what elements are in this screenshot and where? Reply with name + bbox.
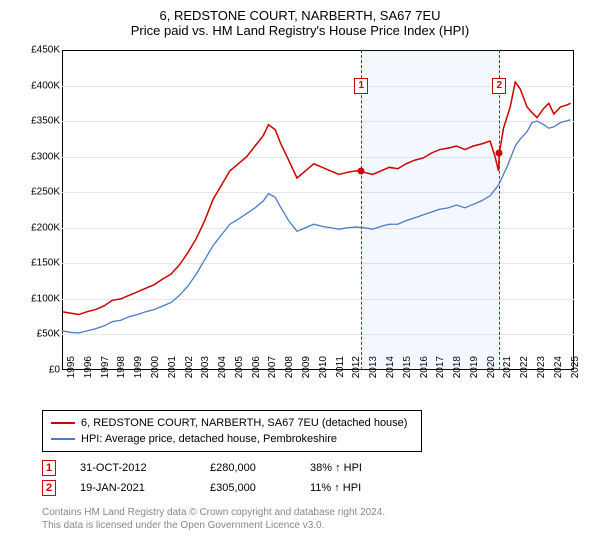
legend-swatch (51, 438, 75, 440)
y-axis-label: £0 (22, 365, 60, 376)
legend-swatch (51, 422, 75, 424)
y-axis-label: £150K (22, 258, 60, 269)
legend: 6, REDSTONE COURT, NARBERTH, SA67 7EU (d… (42, 410, 422, 452)
line-chart-svg (62, 50, 574, 370)
chart-container: 6, REDSTONE COURT, NARBERTH, SA67 7EU Pr… (0, 0, 600, 560)
y-axis-label: £250K (22, 187, 60, 198)
chart-title-line2: Price paid vs. HM Land Registry's House … (12, 23, 588, 38)
series-hpi (62, 120, 571, 333)
sale-price: £305,000 (210, 482, 310, 494)
sale-marker-dot (358, 167, 365, 174)
sale-marker-2: 2 (42, 480, 56, 496)
y-axis-label: £400K (22, 80, 60, 91)
legend-item-hpi: HPI: Average price, detached house, Pemb… (51, 431, 413, 447)
sales-table: 1 31-OCT-2012 £280,000 38% ↑ HPI 2 19-JA… (42, 458, 588, 498)
sale-marker-box: 1 (354, 78, 368, 94)
chart-area: £0 £50K £100K £150K £200K £250K £300K £350K £400… (20, 46, 580, 406)
footnote-line2: This data is licensed under the Open Gov… (42, 519, 588, 532)
sale-price: £280,000 (210, 462, 310, 474)
footnote-line1: Contains HM Land Registry data © Crown c… (42, 506, 588, 519)
sale-pct: 38% ↑ HPI (310, 462, 410, 474)
sale-marker-dot (496, 150, 503, 157)
series-price_paid (62, 82, 571, 315)
legend-item-price: 6, REDSTONE COURT, NARBERTH, SA67 7EU (d… (51, 415, 413, 431)
legend-label: HPI: Average price, detached house, Pemb… (81, 433, 337, 445)
footnote: Contains HM Land Registry data © Crown c… (42, 506, 588, 532)
y-axis-label: £300K (22, 151, 60, 162)
x-axis-label: 2025 (570, 356, 600, 388)
sale-marker-box: 2 (492, 78, 506, 94)
sales-row: 1 31-OCT-2012 £280,000 38% ↑ HPI (42, 458, 588, 478)
y-axis-label: £200K (22, 222, 60, 233)
chart-title-line1: 6, REDSTONE COURT, NARBERTH, SA67 7EU (12, 8, 588, 23)
y-axis-label: £450K (22, 45, 60, 56)
sale-pct: 11% ↑ HPI (310, 482, 410, 494)
y-axis-label: £100K (22, 293, 60, 304)
sale-date: 31-OCT-2012 (80, 462, 210, 474)
legend-label: 6, REDSTONE COURT, NARBERTH, SA67 7EU (d… (81, 417, 407, 429)
sale-marker-1: 1 (42, 460, 56, 476)
sale-date: 19-JAN-2021 (80, 482, 210, 494)
y-axis-label: £50K (22, 329, 60, 340)
y-axis-label: £350K (22, 116, 60, 127)
sales-row: 2 19-JAN-2021 £305,000 11% ↑ HPI (42, 478, 588, 498)
